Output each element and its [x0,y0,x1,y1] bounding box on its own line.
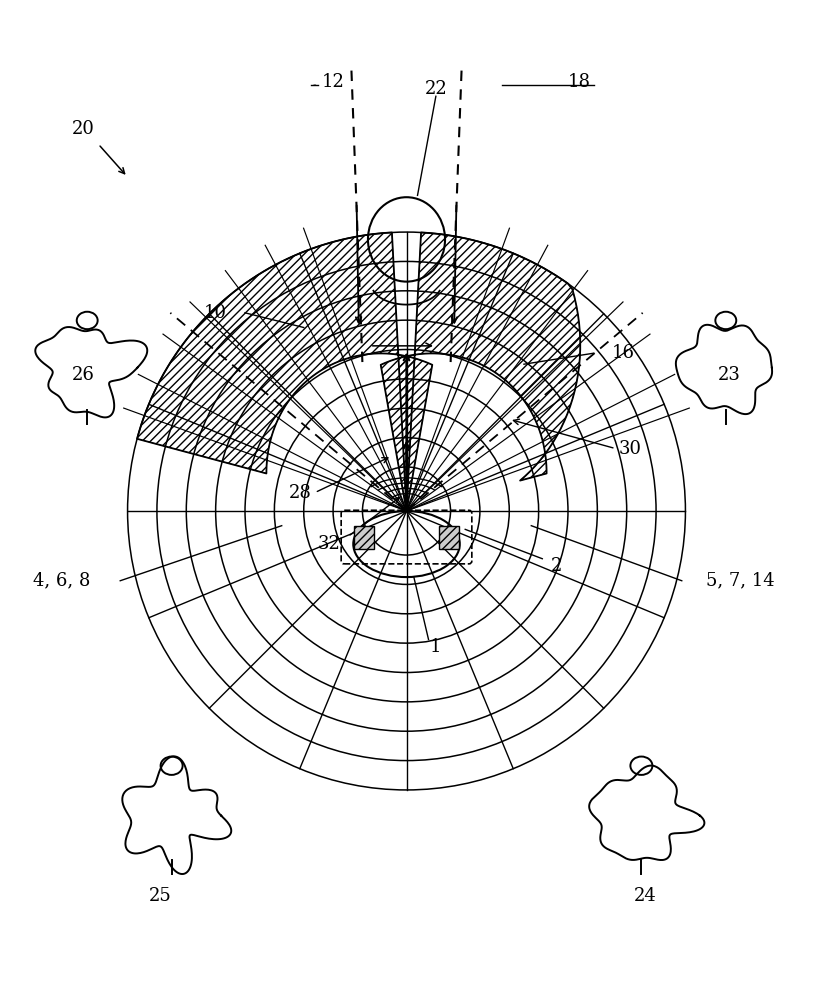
Bar [439,526,459,549]
Text: 10: 10 [204,304,227,322]
Text: 32: 32 [318,535,341,553]
Text: 2: 2 [551,557,563,575]
Text: 26: 26 [72,366,95,384]
Text: 4, 6, 8: 4, 6, 8 [33,572,90,590]
Bar [354,526,374,549]
Text: 1: 1 [430,638,441,656]
Text: 16: 16 [611,344,634,362]
Text: 24: 24 [633,887,656,905]
Text: 20: 20 [72,120,95,138]
Text: 18: 18 [567,73,590,91]
Text: 12: 12 [322,73,345,91]
Text: 5, 7, 14: 5, 7, 14 [706,572,775,590]
Text: 30: 30 [619,440,642,458]
Text: 28: 28 [289,484,311,502]
Text: 25: 25 [150,887,172,905]
Text: 22: 22 [424,80,447,98]
Text: 23: 23 [718,366,741,384]
